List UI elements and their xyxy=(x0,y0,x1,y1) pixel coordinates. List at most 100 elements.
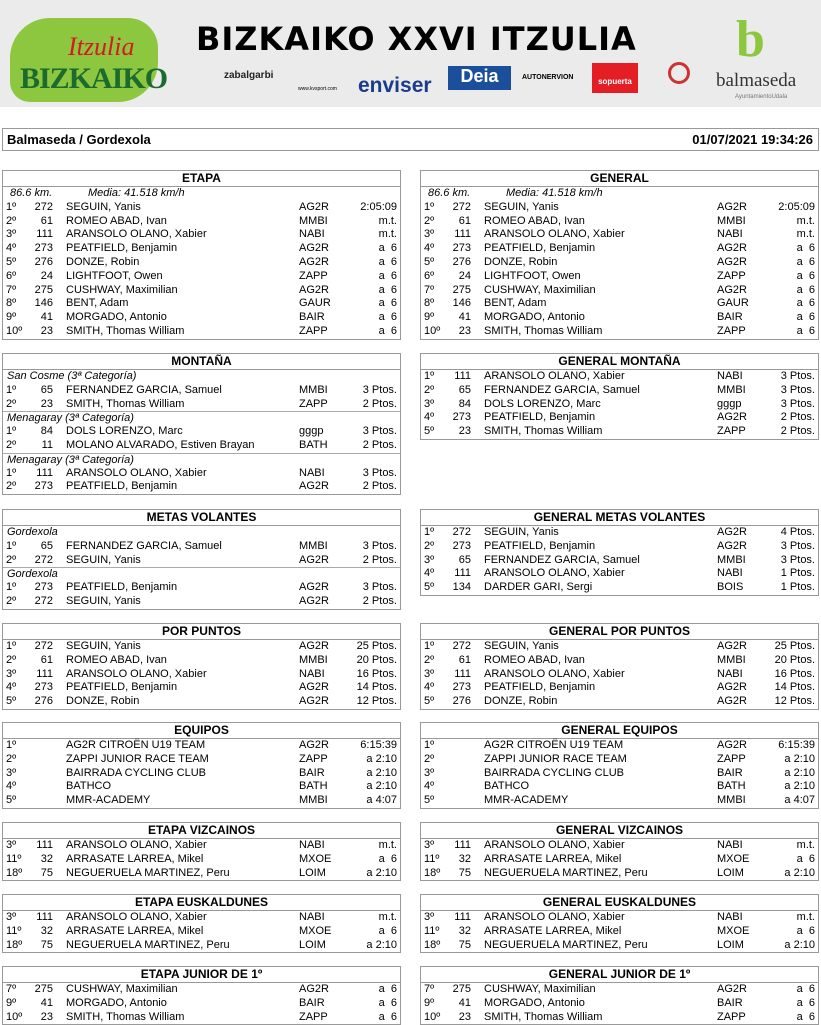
team: NABI xyxy=(717,839,743,851)
pos: 5º xyxy=(424,425,435,438)
sponsor-deia: Deia xyxy=(448,66,511,90)
dorsal: 24 xyxy=(458,269,471,282)
table-row: 9º 41 MORGADO, Antonio BAIR a 6 xyxy=(421,997,818,1011)
dorsal: 23 xyxy=(40,397,53,410)
team: AG2R xyxy=(717,411,747,424)
team: NABI xyxy=(299,839,325,851)
name: ARANSOLO OLANO, Xabier xyxy=(484,228,625,241)
pos: 2º xyxy=(6,553,17,566)
name: FERNANDEZ GARCIA, Samuel xyxy=(66,539,222,552)
name: CUSHWAY, Maximilian xyxy=(66,983,178,995)
dorsal: 41 xyxy=(458,311,471,324)
dorsal: 272 xyxy=(452,640,471,652)
table-row: 2º ZAPPI JUNIOR RACE TEAM ZAPP a 2:10 xyxy=(3,753,400,767)
dorsal: 273 xyxy=(452,539,471,552)
table-row: 2º 273 PEATFIELD, Benjamin AG2R 2 Ptos. xyxy=(3,480,400,494)
name: PEATFIELD, Benjamin xyxy=(66,480,178,493)
result: a 6 xyxy=(378,996,397,1009)
classification-table: POR PUNTOS 1º 272 SEGUIN, Yanis AG2R 25 Ptos.… xyxy=(2,623,401,710)
team: BATH xyxy=(299,438,328,451)
team: AG2R xyxy=(717,681,747,694)
team: MMBI xyxy=(299,214,328,227)
name: ARANSOLO OLANO, Xabier xyxy=(484,839,625,851)
table-row: 4º BATHCO BATH a 2:10 xyxy=(421,780,818,794)
pos: 10º xyxy=(424,324,441,337)
result: 6:15:39 xyxy=(778,739,815,751)
dorsal: 32 xyxy=(40,852,53,865)
result: 3 Ptos. xyxy=(780,383,815,396)
pos: 1º xyxy=(6,200,17,213)
table-row: 3º 111 ARANSOLO OLANO, Xabier NABI m.t. xyxy=(421,839,818,853)
name: MORGADO, Antonio xyxy=(66,996,167,1009)
table-row: 10º 23 SMITH, Thomas William ZAPP a 6 xyxy=(421,325,818,339)
dorsal: 23 xyxy=(458,425,471,438)
pos: 3º xyxy=(424,397,435,410)
table-title: MONTAÑA xyxy=(3,354,400,370)
result: 14 Ptos. xyxy=(774,681,815,694)
table-row: 11º 32 ARRASATE LARREA, Mikel MXOE a 6 xyxy=(3,925,400,939)
classification-table: GENERAL POR PUNTOS 1º 272 SEGUIN, Yanis AG2R… xyxy=(420,623,819,710)
pos: 4º xyxy=(6,681,17,694)
dorsal: 272 xyxy=(34,594,53,607)
subgroup-header: Menagaray (3ª Categoría) xyxy=(3,411,400,425)
name: ARRASATE LARREA, Mikel xyxy=(66,852,204,865)
pos: 2º xyxy=(6,480,17,493)
subgroup-header: San Cosme (3ª Categoría) xyxy=(3,370,400,384)
pos: 3º xyxy=(424,228,435,241)
pos: 10º xyxy=(6,1010,23,1023)
team: MXOE xyxy=(717,852,750,865)
team: LOIM xyxy=(717,866,744,879)
table-title: GENERAL EQUIPOS xyxy=(421,723,818,739)
pos: 4º xyxy=(424,567,435,580)
name: BAIRRADA CYCLING CLUB xyxy=(484,766,624,779)
result: a 6 xyxy=(796,311,815,324)
name: ARANSOLO OLANO, Xabier xyxy=(66,667,207,680)
pos: 2º xyxy=(424,539,435,552)
name: SEGUIN, Yanis xyxy=(66,553,141,566)
table-row: 7º 275 CUSHWAY, Maximilian AG2R a 6 xyxy=(3,983,400,997)
dorsal: 272 xyxy=(452,526,471,538)
pos: 1º xyxy=(6,466,17,479)
result: 2 Ptos. xyxy=(362,397,397,410)
team: BATH xyxy=(299,780,328,793)
name: MMR-ACADEMY xyxy=(484,794,569,807)
table-row: 4º 111 ARANSOLO OLANO, Xabier NABI 1 Ptos. xyxy=(421,567,818,581)
dorsal: 111 xyxy=(454,667,471,680)
name: PEATFIELD, Benjamin xyxy=(484,681,596,694)
team: NABI xyxy=(717,228,743,241)
table-row: 2º 61 ROMEO ABAD, Ivan MMBI m.t. xyxy=(3,215,400,229)
table-row: 3º 111 ARANSOLO OLANO, Xabier NABI m.t. xyxy=(421,228,818,242)
team: ZAPP xyxy=(299,269,328,282)
name: SMITH, Thomas William xyxy=(66,1010,185,1023)
team: BAIR xyxy=(299,311,325,324)
dorsal: 273 xyxy=(452,681,471,694)
subgroup-label: Gordexola xyxy=(7,568,58,581)
pos: 5º xyxy=(6,255,17,268)
table-row: 3º 111 ARANSOLO OLANO, Xabier NABI m.t. xyxy=(3,911,400,925)
team: ZAPP xyxy=(717,1010,746,1023)
result: 2 Ptos. xyxy=(362,594,397,607)
result: a 2:10 xyxy=(366,766,397,779)
name: SEGUIN, Yanis xyxy=(484,526,559,538)
dorsal: 273 xyxy=(34,581,53,594)
name: DOLS LORENZO, Marc xyxy=(484,397,601,410)
dorsal: 23 xyxy=(458,1010,471,1023)
result: a 2:10 xyxy=(366,752,397,765)
table-row: 2º 65 FERNANDEZ GARCIA, Samuel MMBI 3 Ptos. xyxy=(421,384,818,398)
name: ARANSOLO OLANO, Xabier xyxy=(66,839,207,851)
dorsal: 146 xyxy=(34,297,53,310)
name: DARDER GARI, Sergi xyxy=(484,581,593,594)
result: a 2:10 xyxy=(784,780,815,793)
table-title: EQUIPOS xyxy=(3,723,400,739)
pos: 3º xyxy=(6,766,17,779)
table-title: GENERAL VIZCAINOS xyxy=(421,823,818,839)
table-row: 1º 65 FERNANDEZ GARCIA, Samuel MMBI 3 Ptos. xyxy=(3,384,400,398)
table-row: 4º 273 PEATFIELD, Benjamin AG2R a 6 xyxy=(421,242,818,256)
pos: 2º xyxy=(6,438,17,451)
table-row: 18º 75 NEGUERUELA MARTINEZ, Peru LOIM a 2:10 xyxy=(3,867,400,881)
dorsal: 146 xyxy=(452,297,471,310)
pos: 8º xyxy=(6,297,17,310)
header-banner: Itzulia BIZKAIKO BIZKAIKO XXVI ITZULIA z… xyxy=(0,0,821,107)
table-row: 2º 61 ROMEO ABAD, Ivan MMBI m.t. xyxy=(421,215,818,229)
name: CUSHWAY, Maximilian xyxy=(484,283,596,296)
